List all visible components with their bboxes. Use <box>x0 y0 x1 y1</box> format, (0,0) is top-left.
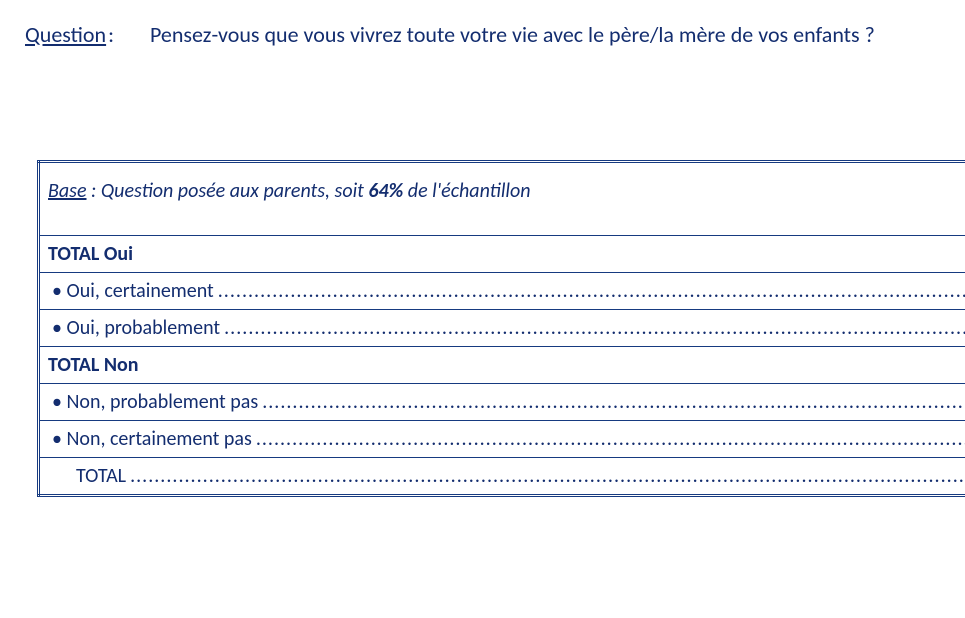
dot-leader: ........................................… <box>224 316 965 340</box>
row-label-cell: TOTAL Oui <box>39 235 965 272</box>
table-row: TOTAL Non28 <box>39 346 965 383</box>
dot-leader: ........................................… <box>218 279 965 303</box>
row-label-cell: • Non, certainement pas.................… <box>39 420 965 457</box>
row-label: • Oui, certainement <box>52 279 218 303</box>
table-row: TOTAL...................................… <box>39 457 965 495</box>
dot-leader: ........................................… <box>130 464 965 488</box>
base-cell: Base : Question posée aux parents, soit … <box>39 161 965 235</box>
row-label-cell: • Oui, probablement.....................… <box>39 309 965 346</box>
table-row: • Non, probablement pas.................… <box>39 383 965 420</box>
row-label-cell: • Non, probablement pas.................… <box>39 383 965 420</box>
table-row: TOTAL Oui72 <box>39 235 965 272</box>
table-row: • Oui, probablement.....................… <box>39 309 965 346</box>
row-label-cell: TOTAL...................................… <box>39 457 965 495</box>
row-label: • Oui, probablement <box>52 316 224 340</box>
row-label-cell: • Oui, certainement.....................… <box>39 272 965 309</box>
row-label: • Non, certainement pas <box>52 427 256 451</box>
row-label: • Non, probablement pas <box>52 390 262 414</box>
base-percent: 64% <box>368 179 403 203</box>
table-row: • Oui, certainement.....................… <box>39 272 965 309</box>
question-block: Question : Pensez-vous que vous vivrez t… <box>25 20 940 50</box>
row-label: TOTAL Non <box>48 353 139 377</box>
question-label: Question <box>25 20 106 50</box>
header-row: Base : Question posée aux parents, soit … <box>39 161 965 235</box>
survey-table: Base : Question posée aux parents, soit … <box>37 160 965 497</box>
dot-leader: ........................................… <box>262 390 965 414</box>
row-label-cell: TOTAL Non <box>39 346 965 383</box>
row-label: TOTAL Oui <box>48 242 133 266</box>
table-row: • Non, certainement pas.................… <box>39 420 965 457</box>
base-pre: : Question posée aux parents, soit <box>87 179 369 203</box>
question-colon: : <box>108 20 114 50</box>
base-word: Base <box>48 179 87 203</box>
base-post: de l'échantillon <box>403 179 530 203</box>
row-label: TOTAL <box>76 464 130 488</box>
dot-leader: ........................................… <box>256 427 965 451</box>
question-text: Pensez-vous que vous vivrez toute votre … <box>120 20 940 50</box>
